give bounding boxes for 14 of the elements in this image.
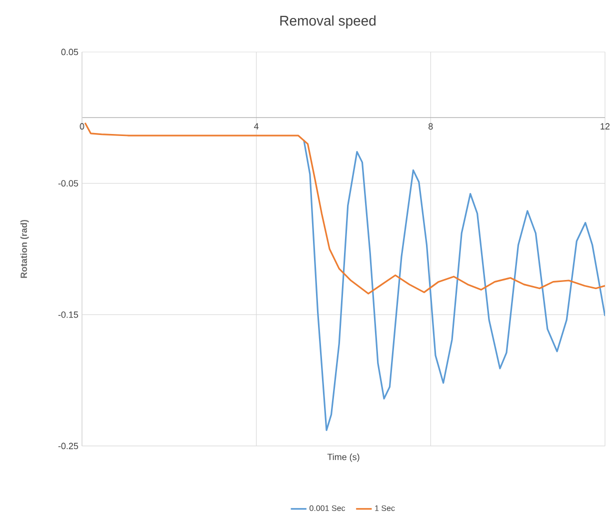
- x-tick-label: 4: [254, 123, 259, 130]
- x-tick-label: 12: [600, 123, 610, 130]
- x-tick-label: 8: [428, 123, 433, 130]
- y-axis-title: Rotation (rad): [20, 220, 29, 278]
- chart-title: Removal speed: [280, 15, 376, 28]
- y-tick-label: -0.05: [58, 180, 78, 187]
- y-tick-label: -0.25: [58, 442, 78, 450]
- line-series: [303, 139, 605, 432]
- y-tick-label: -0.15: [58, 311, 78, 318]
- x-axis-title: Time (s): [327, 454, 360, 462]
- legend-label: 1 Sec: [375, 505, 395, 512]
- legend-label: 0.001 Sec: [310, 505, 346, 512]
- y-tick-label: 0.05: [61, 48, 78, 56]
- x-tick-label: 0: [80, 123, 84, 130]
